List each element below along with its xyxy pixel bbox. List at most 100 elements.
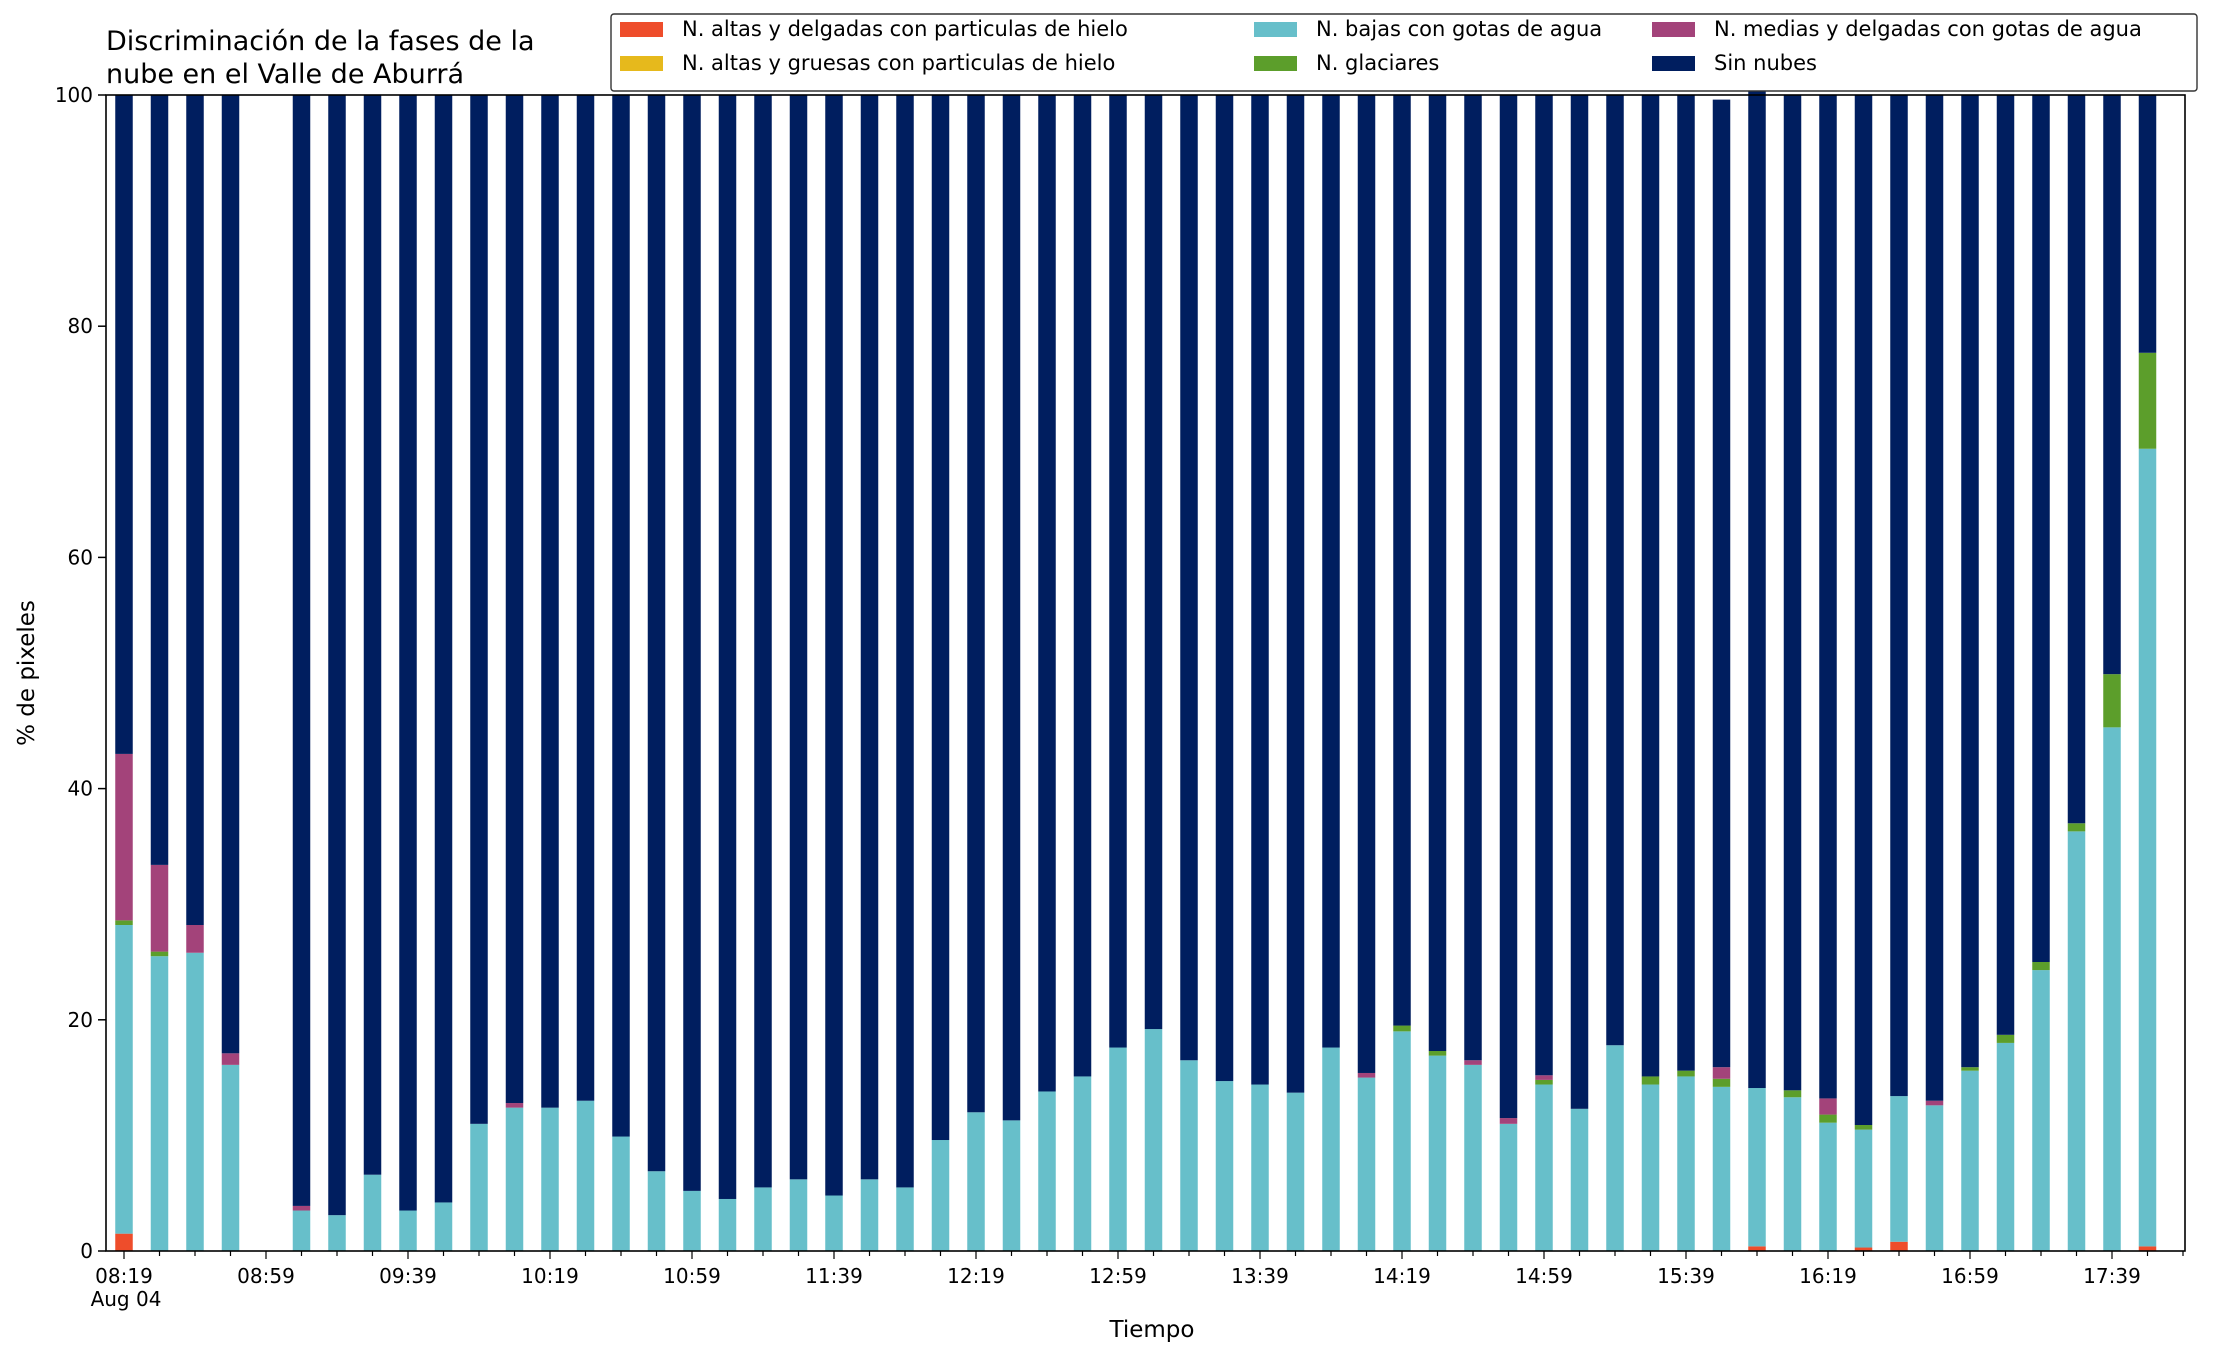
chart-title-line-2: nube en el Valle de Aburrá: [106, 59, 464, 90]
bar-segment-2-14:09: [1357, 1077, 1376, 1251]
bar-segment-2-12:29: [1002, 1120, 1021, 1251]
bar-segment-2-13:49: [1286, 1092, 1305, 1251]
bar-segment-2-13:59: [1322, 1047, 1340, 1251]
bar-segment-5-13:49: [1286, 95, 1305, 1093]
bar-segment-5-15:29: [1641, 95, 1660, 1077]
bar-segment-2-09:09: [292, 1210, 311, 1251]
bar-segment-5-09:09: [292, 95, 311, 1206]
x-axis: 08:19 08:59 09:39 10:19 10:59 11:39 12:19 12:59…: [95, 1251, 2184, 1288]
bar-segment-5-13:09: [1144, 95, 1163, 1030]
bar-segment-2-10:49: [647, 1171, 666, 1251]
bar-segment-3-16:19: [1819, 1114, 1837, 1123]
bar-segment-5-11:59: [896, 95, 914, 1188]
bar-segment-5-16:29: [1854, 95, 1873, 1125]
bar-segment-5-12:49: [1073, 95, 1092, 1077]
bar-segment-2-12:59: [1109, 1047, 1127, 1251]
bar-segment-4-16:19: [1819, 1098, 1837, 1115]
bar-segment-5-09:19: [328, 95, 346, 1216]
bar-segment-5-13:39: [1251, 95, 1269, 1085]
bar-segment-2-12:09: [931, 1140, 950, 1251]
bar-segment-5-08:29: [150, 95, 169, 865]
bar-segment-5-10:29: [576, 95, 595, 1101]
bar-segment-2-15:49: [1712, 1086, 1731, 1251]
bar-segment-2-16:29: [1854, 1129, 1873, 1248]
bar-segment-2-15:29: [1641, 1084, 1660, 1251]
bar-segment-5-13:19: [1180, 95, 1198, 1061]
bar-segment-2-10:19: [541, 1107, 559, 1251]
bar-segment-2-09:19: [328, 1215, 346, 1251]
bar-segment-2-16:39: [1890, 1096, 1908, 1242]
bar-segment-4-14:09: [1357, 1072, 1376, 1078]
bar-segment-2-12:19: [967, 1112, 985, 1251]
bar-segment-0-15:59: [1748, 1246, 1766, 1251]
bar-segment-5-12:19: [967, 95, 985, 1113]
bar-segment-2-17:39: [2103, 727, 2121, 1251]
bar-segment-2-13:29: [1215, 1081, 1234, 1251]
bar-segment-5-17:39: [2103, 95, 2121, 675]
x-tick-label: 09:39: [379, 1264, 437, 1288]
bar-segment-4-15:49: [1712, 1067, 1731, 1079]
bar-segment-0-17:49: [2138, 1246, 2157, 1251]
bar-segment-5-13:59: [1322, 95, 1340, 1048]
bar-segment-5-12:59: [1109, 95, 1127, 1048]
bar-segment-2-08:49: [221, 1064, 240, 1251]
bar-segment-4-14:59: [1535, 1075, 1553, 1080]
bar-segment-4-14:49: [1499, 1118, 1518, 1124]
bar-segment-5-15:49: [1712, 99, 1731, 1068]
bar-segment-5-14:59: [1535, 95, 1553, 1076]
bar-segment-5-11:19: [754, 95, 772, 1188]
bar-segment-2-11:29: [789, 1179, 808, 1251]
bar-segment-2-17:49: [2138, 448, 2157, 1247]
bar-segment-2-15:59: [1748, 1088, 1766, 1247]
bar-segment-5-09:59: [470, 95, 488, 1124]
bar-segment-5-14:19: [1393, 95, 1411, 1026]
bar-segment-2-16:59: [1961, 1070, 1979, 1251]
bar-segment-2-10:59: [683, 1190, 701, 1251]
bar-segment-5-09:29: [363, 95, 382, 1175]
bar-segment-2-15:39: [1677, 1076, 1695, 1251]
bar-segment-4-08:29: [150, 864, 169, 952]
bar-segment-2-14:49: [1499, 1123, 1518, 1251]
bar-segment-5-08:49: [221, 95, 240, 1054]
y-axis: 0 20 40 60 80 100: [55, 83, 106, 1263]
x-tick-label: 08:19: [95, 1264, 153, 1288]
bar-segment-3-16:29: [1854, 1125, 1873, 1130]
bar-segment-3-16:59: [1961, 1067, 1979, 1071]
bar-segment-5-12:39: [1038, 95, 1056, 1092]
bar-segment-3-15:39: [1677, 1070, 1695, 1077]
legend-label: N. glaciares: [1316, 51, 1439, 75]
bar-segment-3-17:19: [2032, 962, 2050, 971]
legend-swatch: [620, 22, 663, 37]
legend: N. altas y delgadas con particulas de hi…: [610, 13, 2198, 92]
x-axis-date-label: Aug 04: [91, 1287, 162, 1311]
x-tick-label: 11:39: [805, 1264, 863, 1288]
bar-segment-5-16:49: [1925, 95, 1944, 1101]
x-tick-label: 14:19: [1373, 1264, 1431, 1288]
bar-segment-5-12:09: [931, 95, 950, 1141]
x-tick-label: 12:59: [1089, 1264, 1147, 1288]
bar-segment-2-16:09: [1783, 1097, 1802, 1251]
bar-segment-2-13:09: [1144, 1029, 1163, 1251]
bar-segment-3-17:09: [1996, 1034, 2015, 1043]
bar-segment-3-17:49: [2138, 352, 2157, 449]
y-tick-label: 20: [68, 1008, 93, 1032]
bar-segment-5-15:39: [1677, 95, 1695, 1071]
bar-segment-5-11:29: [789, 95, 808, 1180]
bar-segment-3-14:19: [1393, 1025, 1411, 1032]
bar-segment-3-17:29: [2067, 823, 2086, 832]
legend-swatch: [1254, 22, 1297, 37]
bar-segment-2-15:09: [1570, 1108, 1589, 1251]
bar-segment-3-17:39: [2103, 674, 2121, 728]
bar-segment-2-08:29: [150, 956, 169, 1251]
bar-segment-3-08:19: [115, 920, 133, 925]
x-tick-label: 17:39: [2083, 1264, 2141, 1288]
bar-segment-5-10:19: [541, 95, 559, 1108]
x-tick-label: 16:19: [1799, 1264, 1857, 1288]
bar-segment-2-12:39: [1038, 1091, 1056, 1251]
bar-segment-0-08:19: [115, 1233, 133, 1251]
bar-segment-5-16:59: [1961, 95, 1979, 1068]
x-tick-label: 10:59: [663, 1264, 721, 1288]
y-tick-label: 0: [80, 1239, 93, 1263]
bar-segment-2-11:49: [860, 1179, 879, 1251]
